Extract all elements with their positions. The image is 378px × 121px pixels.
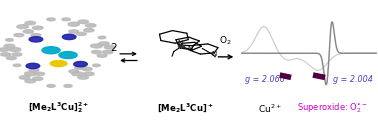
Ellipse shape [25, 21, 36, 25]
Ellipse shape [76, 32, 86, 35]
Ellipse shape [93, 64, 100, 67]
Ellipse shape [33, 77, 43, 80]
Ellipse shape [13, 64, 21, 67]
Ellipse shape [50, 60, 67, 67]
Ellipse shape [97, 54, 107, 57]
Text: $\mathbf{[Me_2L^3Cu]_2^{2+}}$: $\mathbf{[Me_2L^3Cu]_2^{2+}}$ [28, 100, 89, 115]
Ellipse shape [6, 39, 13, 41]
Ellipse shape [25, 79, 36, 83]
Ellipse shape [47, 84, 55, 87]
Ellipse shape [104, 45, 115, 49]
Ellipse shape [29, 37, 43, 42]
Ellipse shape [99, 42, 109, 45]
Text: N: N [177, 40, 182, 46]
Ellipse shape [59, 52, 77, 59]
Ellipse shape [69, 30, 79, 33]
Ellipse shape [84, 29, 94, 32]
Text: g = 2.004: g = 2.004 [333, 75, 372, 84]
Ellipse shape [91, 44, 102, 48]
Ellipse shape [84, 72, 94, 76]
Text: g = 2.060: g = 2.060 [245, 75, 285, 84]
Ellipse shape [19, 76, 30, 79]
Ellipse shape [98, 36, 106, 39]
Ellipse shape [9, 48, 21, 52]
Ellipse shape [69, 70, 79, 73]
Ellipse shape [31, 34, 41, 37]
Ellipse shape [78, 20, 88, 23]
Ellipse shape [68, 22, 79, 26]
Ellipse shape [12, 53, 22, 56]
Ellipse shape [82, 67, 92, 71]
Ellipse shape [91, 50, 101, 54]
Ellipse shape [74, 61, 87, 67]
Text: $\mathbf{[Me_2L^3Cu]^+}$: $\mathbf{[Me_2L^3Cu]^+}$ [157, 102, 214, 115]
Ellipse shape [47, 18, 55, 21]
Ellipse shape [42, 47, 60, 54]
Ellipse shape [26, 63, 40, 69]
Ellipse shape [35, 72, 45, 75]
Ellipse shape [62, 34, 76, 40]
Ellipse shape [85, 24, 96, 27]
Ellipse shape [62, 18, 70, 21]
Ellipse shape [102, 50, 113, 54]
Ellipse shape [74, 66, 84, 69]
Ellipse shape [6, 57, 16, 60]
Ellipse shape [33, 26, 43, 30]
Text: Cu$^{2+}$: Cu$^{2+}$ [258, 103, 282, 115]
Ellipse shape [0, 48, 9, 51]
Text: N: N [187, 46, 193, 52]
Ellipse shape [14, 34, 24, 37]
Ellipse shape [72, 72, 83, 76]
Ellipse shape [4, 44, 15, 48]
Text: 2: 2 [110, 43, 117, 53]
Ellipse shape [17, 25, 28, 29]
Text: N: N [212, 51, 217, 57]
Text: Superoxide: O$_2^{\bullet-}$: Superoxide: O$_2^{\bullet-}$ [297, 101, 368, 115]
Ellipse shape [178, 45, 184, 48]
Ellipse shape [25, 72, 36, 76]
Ellipse shape [64, 84, 72, 87]
Ellipse shape [78, 76, 88, 79]
Ellipse shape [23, 30, 34, 33]
Ellipse shape [29, 69, 39, 72]
Text: O$_2$: O$_2$ [218, 35, 231, 47]
Ellipse shape [0, 53, 11, 56]
